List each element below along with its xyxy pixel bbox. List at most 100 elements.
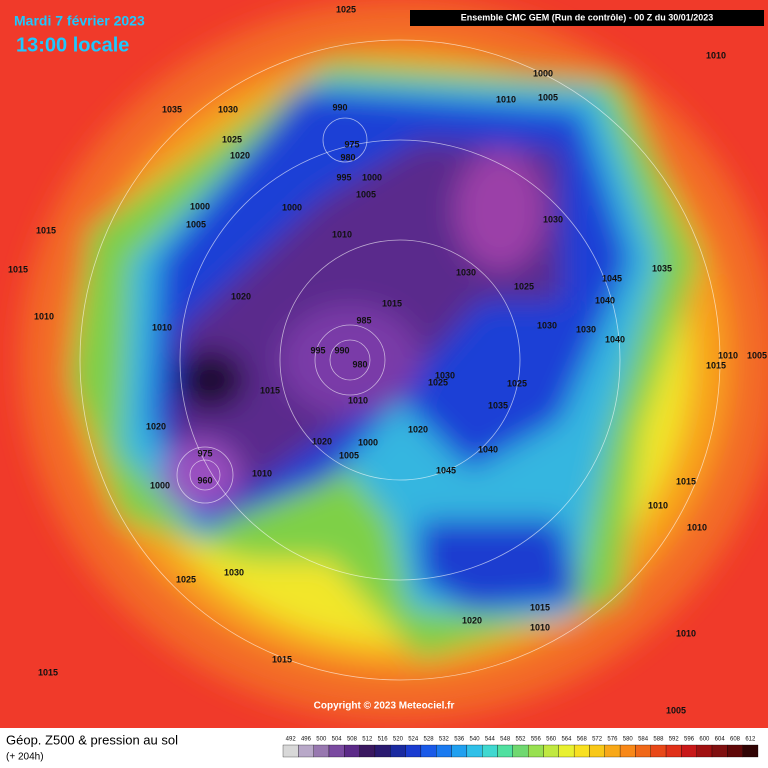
isobar-label: 1045 [436, 465, 456, 475]
colorbar-swatch [374, 744, 391, 758]
time: 13:00 locale [16, 34, 129, 56]
isobar-label: 995 [310, 345, 325, 355]
isobar-label: 1010 [706, 50, 726, 60]
isobar-label: 1020 [146, 421, 166, 431]
isobar-label: 975 [344, 139, 359, 149]
isobar-label: 1010 [530, 622, 550, 632]
date: Mardi 7 février 2023 [14, 13, 145, 29]
colorbar-label: 596 [684, 737, 695, 743]
isobar-label: 1000 [190, 201, 210, 211]
isobar-label: 1010 [718, 350, 738, 360]
isobar-label: 1015 [382, 298, 402, 308]
isobar-label: 1010 [496, 94, 516, 104]
isobar-label: 1010 [676, 628, 696, 638]
colorbar-swatch [482, 744, 498, 758]
colorbar-label: 520 [393, 737, 404, 743]
isobar-label: 1005 [186, 219, 206, 229]
colorbar-label: 564 [561, 737, 572, 743]
colorbar-label: 504 [332, 737, 343, 743]
colorbar-swatch [727, 744, 743, 758]
isobar-label: 1025 [336, 4, 356, 14]
isobar-label: 985 [356, 315, 371, 325]
colorbar-swatch [543, 744, 559, 758]
colorbar-swatch [619, 744, 636, 758]
isobar-label: 1035 [652, 263, 672, 273]
colorbar-swatch [359, 744, 376, 758]
colorbar-label: 612 [745, 737, 756, 743]
isobar-label: 980 [352, 359, 367, 369]
isobar-label: 1025 [222, 134, 242, 144]
colorbar-label: 524 [408, 737, 419, 743]
colorbar: 492 496 500 504 508 512 516 520 524 528 532 536 540 5… [282, 737, 759, 758]
isobar-label: 1015 [530, 602, 550, 612]
isobar-label: 1015 [706, 360, 726, 370]
footer-title: Géop. Z500 & pression au sol [6, 732, 178, 747]
isobar-label: 1020 [231, 291, 251, 301]
colorbar-swatch [589, 744, 605, 758]
isobar-label: 1015 [260, 385, 280, 395]
field [0, 0, 768, 728]
colorbar-swatch [405, 744, 422, 758]
colorbar-swatch [711, 744, 728, 758]
colorbar-label: 536 [454, 737, 465, 743]
isobar-label: 1010 [648, 500, 668, 510]
isobar-label: 1000 [362, 172, 382, 182]
model-info: Ensemble CMC GEM (Run de contrôle) - 00 … [461, 12, 714, 22]
isobar-label: 1030 [224, 567, 244, 577]
colorbar-label: 500 [316, 737, 327, 743]
colorbar-swatch [344, 744, 360, 758]
isobar-label: 1005 [666, 705, 686, 715]
isobar-label: 1010 [152, 322, 172, 332]
colorbar-label: 604 [715, 737, 726, 743]
isobar-label: 1010 [332, 229, 352, 239]
colorbar-swatch [558, 744, 575, 758]
isobar-label: 1005 [747, 350, 767, 360]
isobar-label: 990 [332, 102, 347, 112]
colorbar-swatch [436, 744, 452, 758]
colorbar-swatch [528, 744, 544, 758]
colorbar-label: 584 [638, 737, 649, 743]
colorbar-swatch [650, 744, 667, 758]
colorbar-label: 588 [653, 737, 664, 743]
copyright: Copyright © 2023 Meteociel.fr [314, 701, 455, 712]
isobar-label: 980 [340, 152, 355, 162]
isobar-label: 1030 [456, 267, 476, 277]
colorbar-label: 512 [362, 737, 373, 743]
isobar-label: 995 [336, 172, 351, 182]
colorbar-label: 576 [607, 737, 618, 743]
colorbar-label: 580 [623, 737, 634, 743]
isobar-label: 1030 [576, 324, 596, 334]
isobar-label: 975 [197, 448, 212, 458]
colorbar-label: 508 [347, 737, 358, 743]
isobar-labels: 1025 1010 1000 1010 1005 1035 1030 990 1025 1020 9… [8, 4, 767, 715]
isobar-label: 1015 [8, 264, 28, 274]
isobar-label: 1040 [595, 295, 615, 305]
isobar-label: 990 [334, 345, 349, 355]
isobar-label: 1000 [150, 480, 170, 490]
colorbar-swatch [635, 744, 651, 758]
colorbar-label: 560 [546, 737, 557, 743]
colorbar-swatch [573, 744, 590, 758]
isobar-label: 1000 [533, 68, 553, 78]
header-box [410, 10, 764, 26]
isobar-label: 1030 [543, 214, 563, 224]
isobar-label: 1015 [272, 654, 292, 664]
colorbar-swatch [681, 744, 697, 758]
colorbar-swatch [466, 744, 483, 758]
isobar-label: 1035 [488, 400, 508, 410]
colorbar-label: 592 [669, 737, 680, 743]
isobar-label: 1015 [38, 667, 58, 677]
footer-lead: (+ 204h) [6, 752, 44, 763]
isobar-label: 1000 [282, 202, 302, 212]
colorbar-swatch [512, 744, 529, 758]
isobar-label: 1025 [507, 378, 527, 388]
colorbar-swatch [390, 744, 406, 758]
colorbar-label: 552 [515, 737, 526, 743]
isobar-label: 1000 [358, 437, 378, 447]
colorbar-label: 492 [286, 737, 297, 743]
colorbar-label: 572 [592, 737, 603, 743]
colorbar-swatch [742, 744, 759, 758]
colorbar-label: 556 [531, 737, 542, 743]
isobar-label: 1010 [687, 522, 707, 532]
